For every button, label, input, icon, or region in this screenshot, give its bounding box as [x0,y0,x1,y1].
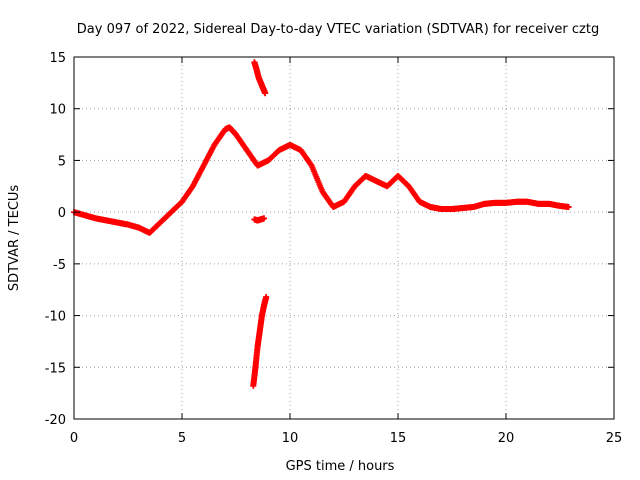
data-point [262,90,269,97]
x-tick-label: 10 [282,431,299,446]
y-tick-label: -15 [45,361,66,376]
x-tick-label: 5 [178,431,186,446]
y-tick-label: -10 [45,310,66,325]
y-tick-label: -20 [45,413,66,428]
axis-ticks: 0 5 10 15 20 25 -20 -15 -10 -5 0 5 10 15 [45,51,623,446]
y-tick-label: 0 [58,206,66,221]
plot-frame [73,56,615,420]
x-tick-label: 0 [70,431,78,446]
grid [74,57,614,419]
x-tick-label: 20 [498,431,515,446]
series-isolated-segment [251,215,268,224]
x-axis-label: GPS time / hours [286,459,395,474]
chart-title: Day 097 of 2022, Sidereal Day-to-day VTE… [77,22,599,37]
series-main-band [71,124,572,236]
y-tick-label: 15 [49,51,66,66]
y-axis-label: SDTVAR / TECUs [7,185,22,292]
data-point [263,293,270,300]
y-tick-label: 10 [49,103,66,118]
data-point [565,203,572,210]
x-tick-label: 25 [606,431,623,446]
y-tick-label: 5 [58,154,66,169]
data-points [71,59,572,389]
series-steep-ascent-arc [250,293,270,389]
y-tick-label: -5 [53,258,66,273]
x-tick-label: 15 [390,431,407,446]
series-steep-descent-arc [251,59,269,97]
data-point [261,215,268,222]
